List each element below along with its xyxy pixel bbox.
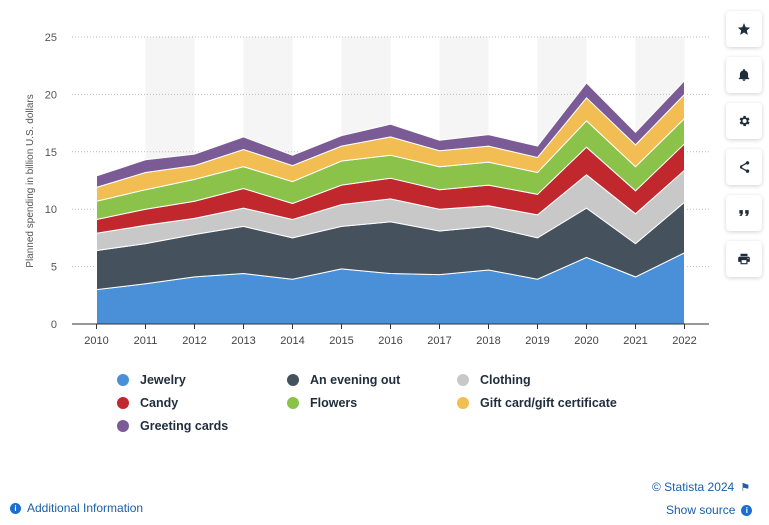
legend-item-flowers[interactable]: Flowers (287, 396, 357, 410)
legend-marker (117, 397, 129, 409)
legend-label: An evening out (310, 373, 401, 387)
x-tick-label: 2014 (280, 335, 304, 347)
print-icon (738, 253, 750, 265)
y-tick-label: 15 (45, 147, 57, 159)
x-tick-label: 2013 (231, 335, 255, 347)
y-tick-label: 0 (51, 319, 57, 331)
x-tick-label: 2020 (574, 335, 598, 347)
legend-item-candy[interactable]: Candy (117, 396, 178, 410)
notification-button[interactable] (726, 57, 762, 93)
x-tick-label: 2011 (134, 335, 158, 347)
legend-label: Clothing (480, 373, 531, 387)
legend-marker (457, 397, 469, 409)
y-axis-label: Planned spending in billion U.S. dollars (25, 94, 36, 267)
x-tick-label: 2016 (378, 335, 402, 347)
x-tick-label: 2018 (476, 335, 500, 347)
print-button[interactable] (726, 241, 762, 277)
y-tick-label: 10 (45, 204, 57, 216)
additional-information-link[interactable]: i Additional Information (10, 501, 143, 515)
additional-information-label: Additional Information (27, 501, 144, 515)
legend-label: Greeting cards (140, 419, 229, 433)
share-icon (739, 161, 750, 173)
cite-button[interactable] (726, 195, 762, 231)
show-source-link[interactable]: Show source i (666, 503, 753, 517)
x-tick-label: 2012 (182, 335, 206, 347)
info-icon: i (741, 504, 753, 516)
share-button[interactable] (726, 149, 762, 185)
legend-label: Gift card/gift certificate (480, 396, 617, 410)
legend-marker (117, 374, 129, 386)
copyright-text: © Statista 2024 (652, 480, 735, 494)
x-tick-label: 2019 (525, 335, 549, 347)
x-tick-label: 2022 (672, 335, 696, 347)
legend-item-jewelry[interactable]: Jewelry (117, 373, 186, 387)
legend-marker (457, 374, 469, 386)
legend-item-greeting-cards[interactable]: Greeting cards (117, 419, 228, 433)
info-icon: i (10, 502, 21, 514)
quote-icon (739, 210, 749, 216)
x-tick-label: 2015 (329, 335, 353, 347)
bell-icon (738, 69, 750, 81)
legend-item-clothing[interactable]: Clothing (457, 373, 531, 387)
statista-credit[interactable]: © Statista 2024 ⚑ (652, 480, 750, 494)
y-tick-label: 20 (45, 89, 57, 101)
legend-item-an-evening-out[interactable]: An evening out (287, 373, 400, 387)
stacked-areas (96, 79, 685, 325)
flag-icon: ⚑ (740, 481, 751, 494)
settings-button[interactable] (726, 103, 762, 139)
gear-icon (739, 115, 750, 127)
legend-marker (287, 374, 299, 386)
y-tick-label: 25 (45, 32, 57, 44)
star-icon (737, 23, 751, 35)
x-tick-label: 2021 (623, 335, 647, 347)
y-axis: 0 5 10 15 20 25 (45, 32, 57, 331)
legend-item-gift-card-gift-certificate[interactable]: Gift card/gift certificate (457, 396, 617, 410)
legend-label: Candy (140, 396, 179, 410)
x-tick-label: 2010 (84, 335, 108, 347)
x-axis: 2010 2011 2012 2013 2014 2015 2016 2017 2018 2019… (72, 323, 709, 347)
legend-label: Flowers (310, 396, 358, 410)
legend-marker (117, 420, 129, 432)
area-greeting-cards[interactable] (96, 79, 685, 189)
y-tick-label: 5 (51, 262, 57, 274)
x-tick-label: 2017 (427, 335, 451, 347)
favorite-button[interactable] (726, 11, 762, 47)
legend-label: Jewelry (140, 373, 186, 387)
legend-marker (287, 397, 299, 409)
show-source-label: Show source (666, 503, 736, 517)
